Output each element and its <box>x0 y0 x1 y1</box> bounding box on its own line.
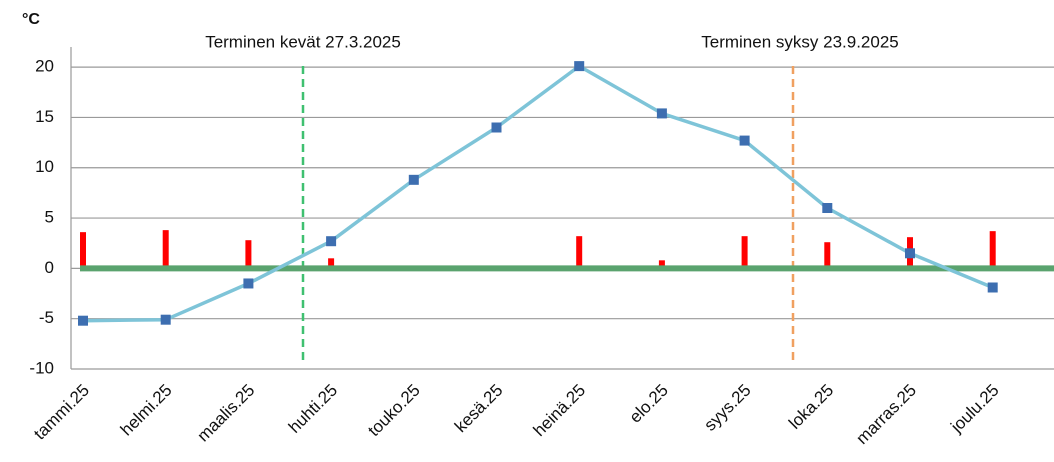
bar <box>328 258 335 269</box>
marker <box>243 278 254 289</box>
bar <box>658 260 665 269</box>
y-tick-label: 15 <box>35 107 54 126</box>
annotation-text: Terminen kevät 27.3.2025 <box>205 32 401 51</box>
x-tick-label: helmi.25 <box>117 381 176 440</box>
y-tick-label: -10 <box>29 358 54 377</box>
x-tick-label: huhti.25 <box>285 381 341 437</box>
marker <box>78 315 88 326</box>
marker <box>987 282 998 293</box>
marker <box>574 61 585 72</box>
x-tick-label: elo.25 <box>626 381 672 427</box>
x-tick-label: syys.25 <box>700 381 754 435</box>
x-tick-label: tammi.25 <box>30 381 93 444</box>
annotation-text: Terminen syksy 23.9.2025 <box>701 32 899 51</box>
x-tick-label: joulu.25 <box>946 381 1002 437</box>
x-tick-label: maalis.25 <box>194 381 259 446</box>
marker <box>326 236 337 247</box>
marker <box>822 203 833 213</box>
y-axis-label: °C <box>22 11 40 28</box>
y-tick-label: 10 <box>35 157 54 176</box>
marker <box>408 174 419 185</box>
marker <box>905 248 915 259</box>
y-tick-label: -5 <box>39 308 54 327</box>
x-tick-label: heinä.25 <box>530 381 590 441</box>
bar <box>162 230 169 269</box>
bar <box>80 232 86 269</box>
x-tick-label: loka.25 <box>785 381 837 433</box>
bar <box>741 236 748 269</box>
marker <box>160 314 171 325</box>
bar <box>989 231 996 269</box>
line <box>82 64 994 323</box>
x-tick-label: kesä.25 <box>451 381 507 437</box>
bar <box>824 242 831 269</box>
marker <box>739 135 750 146</box>
y-tick-label: 5 <box>45 208 54 227</box>
marker <box>656 108 667 119</box>
marker <box>491 122 502 133</box>
y-tick-label: 0 <box>45 258 54 277</box>
x-tick-label: marras.25 <box>852 381 920 449</box>
y-tick-label: 20 <box>35 57 54 76</box>
bar <box>245 240 252 269</box>
x-tick-label: touko.25 <box>364 381 424 441</box>
bar <box>576 236 583 269</box>
